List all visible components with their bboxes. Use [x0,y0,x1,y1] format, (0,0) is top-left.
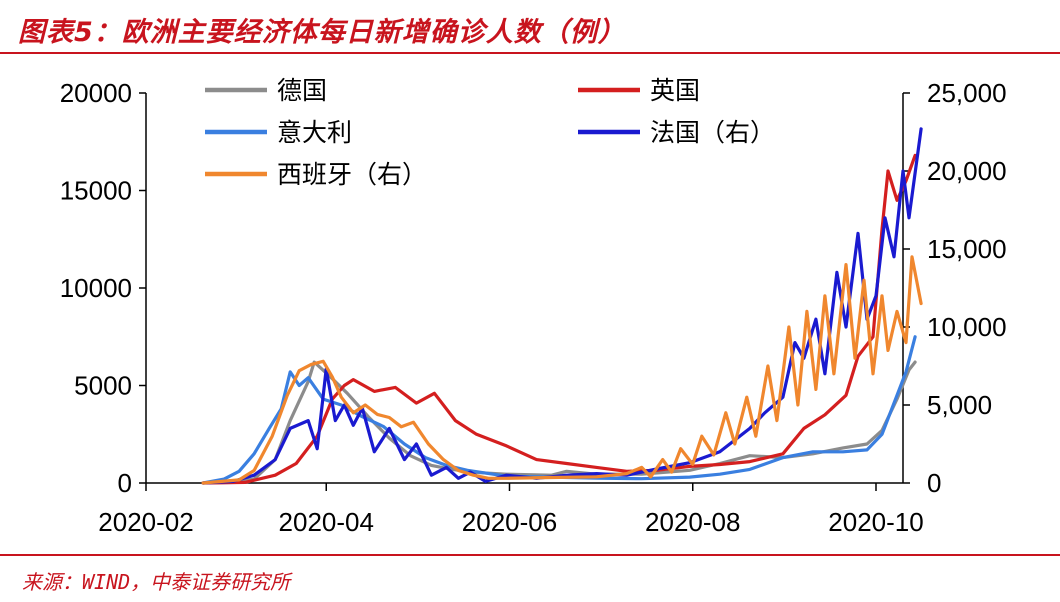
y-right-tick-label: 5,000 [927,390,992,420]
series-line-spain [201,255,923,485]
source-note: 来源：WIND，中泰证券研究所 [22,570,291,594]
y-left-tick-label: 10000 [60,273,132,303]
y-left-tick-label: 5000 [74,371,132,401]
chart-title: 图表5：欧洲主要经济体每日新增确诊人数（例） [18,17,626,48]
x-tick-label: 2020-10 [828,507,923,537]
source-rule [0,554,1060,556]
x-tick-label: 2020-04 [279,507,374,537]
legend-label-uk: 英国 [650,76,700,105]
legend-label-spain: 西班牙（右） [277,160,427,189]
legend-label-france: 法国（右） [650,118,775,147]
axes: 0 5000 10000 15000 20000 0 5,000 10,000 15,000 20… [60,78,1007,537]
y-right-tick-label: 25,000 [927,78,1007,108]
y-left-tick-label: 15000 [60,176,132,206]
y-right-tick-label: 15,000 [927,234,1007,264]
series-lines [201,127,923,485]
y-right-tick-label: 0 [927,468,941,498]
y-right-tick-label: 10,000 [927,312,1007,342]
title-rule [0,52,1060,54]
y-left-tick-label: 20000 [60,78,132,108]
y-right-tick-label: 20,000 [927,156,1007,186]
y-left-tick-label: 0 [118,468,132,498]
legend-label-germany: 德国 [277,76,327,105]
legend-label-italy: 意大利 [277,118,352,147]
x-tick-label: 2020-06 [462,507,557,537]
x-tick-label: 2020-02 [98,507,193,537]
x-tick-label: 2020-08 [645,507,740,537]
